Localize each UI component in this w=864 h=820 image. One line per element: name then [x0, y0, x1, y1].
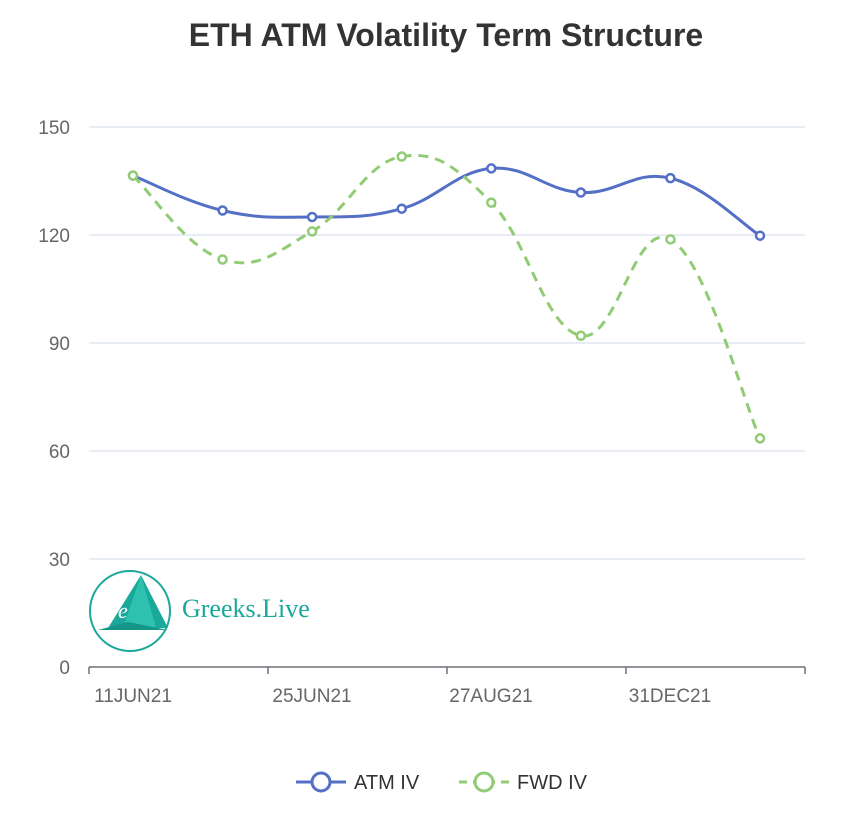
legend-item-atm-iv[interactable]: ATM IV	[296, 771, 420, 794]
data-point[interactable]	[217, 254, 228, 265]
x-tick-label: 31DEC21	[629, 686, 711, 707]
x-tick-label: 25JUN21	[272, 686, 351, 707]
x-tick-label: 27AUG21	[449, 686, 532, 707]
x-axis: 11JUN21 25JUN21 27AUG21 31DEC21	[88, 666, 806, 707]
data-point[interactable]	[127, 170, 139, 181]
svg-text:e: e	[118, 598, 128, 623]
watermark: e Greeks.Live	[89, 570, 310, 652]
legend-item-fwd-iv[interactable]: FWD IV	[459, 771, 588, 794]
y-axis-labels: 0 30 60 90 120 150	[38, 118, 70, 679]
series-lines	[127, 151, 766, 444]
legend-label: ATM IV	[354, 772, 420, 794]
y-tick-label: 0	[59, 658, 70, 679]
legend-label: FWD IV	[517, 772, 588, 794]
data-point[interactable]	[665, 172, 676, 184]
y-tick-label: 120	[38, 226, 70, 247]
series-fwd-iv	[127, 151, 766, 444]
data-point[interactable]	[306, 226, 318, 237]
legend: ATM IV FWD IV	[296, 771, 588, 794]
data-point[interactable]	[396, 203, 407, 214]
data-point[interactable]	[575, 187, 587, 198]
data-point[interactable]	[754, 230, 766, 241]
data-point[interactable]	[306, 211, 318, 223]
legend-marker-icon	[473, 771, 495, 793]
data-point[interactable]	[754, 433, 766, 444]
y-tick-label: 150	[38, 118, 70, 139]
data-point[interactable]	[396, 151, 407, 162]
legend-marker-icon	[310, 771, 332, 793]
data-point[interactable]	[486, 197, 497, 208]
y-tick-label: 60	[49, 442, 70, 463]
grid-lines	[89, 126, 805, 560]
chart-title: ETH ATM Volatility Term Structure	[189, 17, 703, 53]
y-tick-label: 30	[49, 550, 70, 571]
data-point[interactable]	[486, 163, 497, 174]
data-point[interactable]	[575, 330, 587, 342]
series-line	[132, 166, 761, 237]
data-point[interactable]	[665, 234, 676, 245]
data-point[interactable]	[217, 205, 228, 216]
series-atm-iv	[127, 163, 766, 241]
x-tick-label: 11JUN21	[94, 686, 172, 707]
series-line	[131, 153, 762, 440]
greeks-live-logo-icon: e	[89, 570, 171, 652]
watermark-text: Greeks.Live	[182, 594, 310, 623]
y-tick-label: 90	[49, 334, 70, 355]
